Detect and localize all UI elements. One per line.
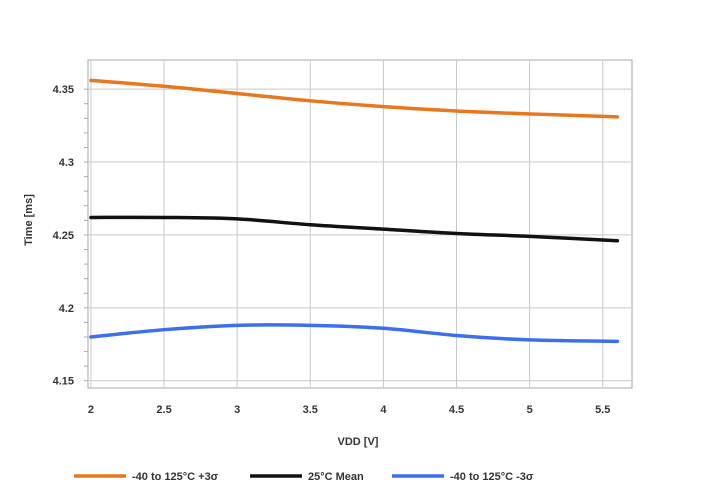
y-tick-label: 4.35 (53, 84, 74, 96)
x-tick-label: 5.5 (595, 404, 610, 416)
y-axis-title: Time [ms] (23, 194, 35, 246)
x-tick-label: 2.5 (156, 404, 171, 416)
series-line-3 (89, 323, 620, 344)
x-tick-label: 5 (527, 404, 533, 416)
y-tick-label: 4.25 (53, 230, 74, 242)
x-axis-ticks: 2 2.5 3 3.5 4 4.5 5 5.5 (88, 404, 611, 416)
legend-label-3: -40 to 125°C -3σ (450, 471, 534, 483)
series-line-2 (89, 215, 620, 243)
x-axis-title: VDD [V] (338, 436, 379, 448)
series-line-1 (89, 78, 620, 119)
x-tick-label: 2 (88, 404, 94, 416)
series-lines (89, 78, 620, 344)
y-axis-ticks: 4.15 4.2 4.25 4.3 4.35 (53, 84, 88, 388)
y-tick-label: 4.15 (53, 376, 74, 388)
x-tick-label: 4.5 (449, 404, 464, 416)
y-tick-label: 4.3 (59, 157, 74, 169)
x-tick-label: 3 (234, 404, 240, 416)
y-tick-label: 4.2 (59, 303, 74, 315)
x-tick-label: 3.5 (303, 404, 318, 416)
legend-label-1: -40 to 125°C +3σ (132, 471, 219, 483)
legend: -40 to 125°C +3σ 25°C Mean -40 to 125°C -3… (74, 471, 534, 483)
x-tick-label: 4 (380, 404, 387, 416)
legend-label-2: 25°C Mean (308, 471, 364, 483)
